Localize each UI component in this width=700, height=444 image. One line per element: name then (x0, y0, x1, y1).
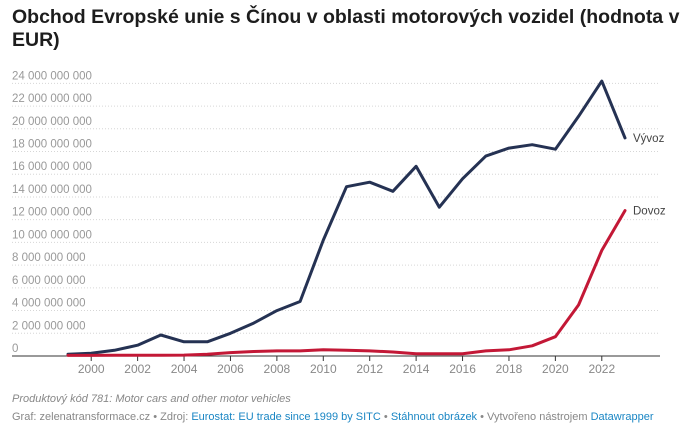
source-link[interactable]: Eurostat: EU trade since 1999 by SITC (191, 411, 381, 423)
x-tick-label: 2018 (496, 362, 523, 376)
x-tick-label: 2012 (356, 362, 383, 376)
x-tick-label: 2014 (403, 362, 430, 376)
x-tick-label: 2006 (217, 362, 244, 376)
x-tick-label: 2000 (78, 362, 105, 376)
x-tick-label: 2010 (310, 362, 337, 376)
y-tick-label: 8 000 000 000 (12, 252, 86, 264)
x-tick-label: 2022 (588, 362, 615, 376)
x-tick-label: 2008 (264, 362, 291, 376)
x-tick-label: 2004 (171, 362, 198, 376)
footer-credit: Graf: zelenatransformace.cz • Zdroj: (12, 411, 192, 423)
chart-title: Obchod Evropské unie s Čínou v oblasti m… (12, 6, 680, 51)
y-tick-label: 18 000 000 000 (12, 139, 92, 151)
chart-footer: Graf: zelenatransformace.cz • Zdroj: Eur… (12, 411, 654, 423)
y-axis-ticks: 0 2 000 000 000 4 000 000 000 6 000 000 000… (12, 70, 92, 355)
y-tick-label: 6 000 000 000 (12, 275, 86, 287)
y-tick-label: 14 000 000 000 (12, 184, 92, 196)
series-line-vyvoz (66, 79, 627, 356)
series-labels: Vývoz Dovoz (633, 133, 666, 218)
series-label: Dovoz (633, 206, 666, 218)
grid-lines (12, 82, 660, 357)
footer-created-with: • Vytvořeno nástrojem (477, 411, 591, 423)
series-label: Vývoz (633, 133, 665, 145)
y-tick-label: 12 000 000 000 (12, 207, 92, 219)
y-tick-label: 20 000 000 000 (12, 116, 92, 128)
x-tick-label: 2002 (124, 362, 151, 376)
datawrapper-link[interactable]: Datawrapper (590, 411, 654, 423)
y-tick-label: 10 000 000 000 (12, 229, 92, 241)
x-tick-label: 2020 (542, 362, 569, 376)
footer-separator: • (380, 411, 391, 423)
y-tick-label: 0 (12, 343, 18, 355)
y-tick-label: 2 000 000 000 (12, 320, 86, 332)
download-image-link[interactable]: Stáhnout obrázek (390, 411, 478, 423)
y-tick-label: 4 000 000 000 (12, 298, 86, 310)
series-lines (66, 79, 627, 357)
series-line-dovoz (66, 209, 627, 357)
chart-notes: Produktový kód 781: Motor cars and other… (12, 393, 291, 405)
y-tick-label: 22 000 000 000 (12, 93, 92, 105)
y-tick-label: 16 000 000 000 (12, 161, 92, 173)
x-axis-ticks: 2000 2002 2004 2006 2008 2010 2012 2014 2016 2018… (78, 356, 615, 376)
y-tick-label: 24 000 000 000 (12, 70, 92, 82)
x-tick-label: 2016 (449, 362, 476, 376)
